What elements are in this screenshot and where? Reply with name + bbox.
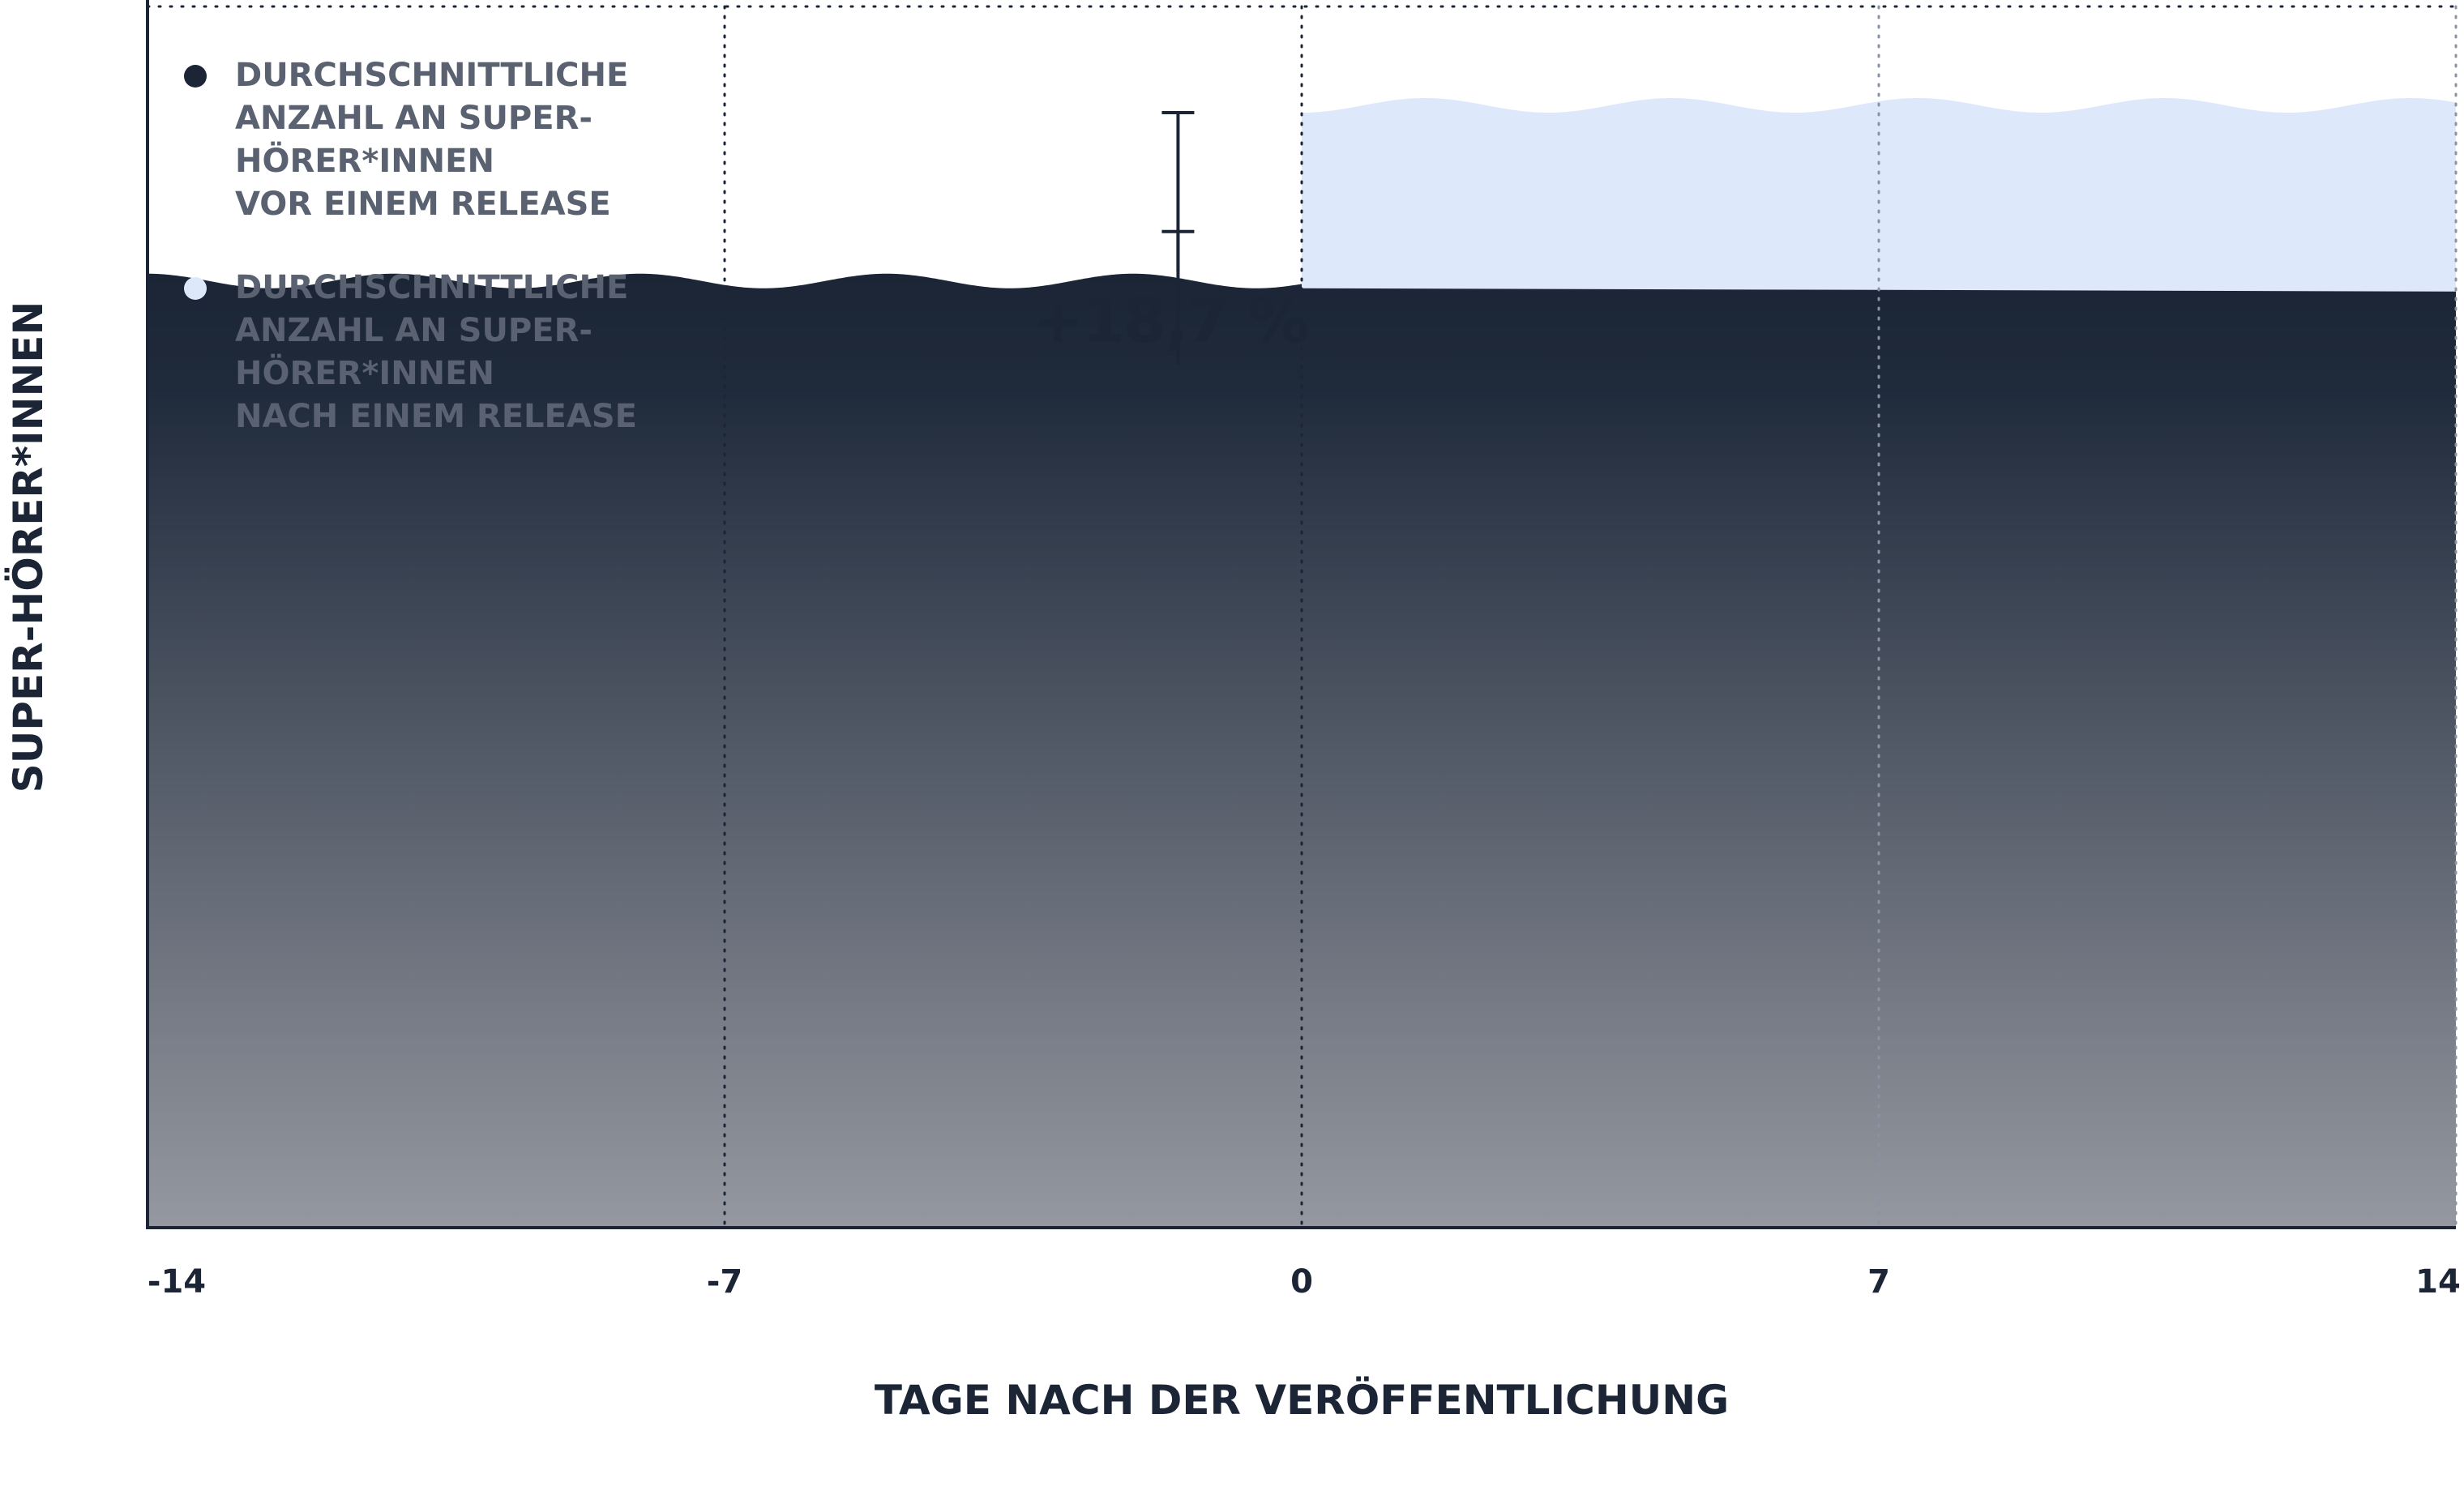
difference-annotation: +18,7 %: [1033, 110, 1309, 365]
x-tick-label: -14: [148, 1263, 206, 1301]
legend-label: DURCHSCHNITTLICHE: [235, 57, 628, 94]
legend-label: NACH EINEM RELEASE: [235, 398, 637, 435]
y-axis-title: SUPER-HÖRER*INNEN: [4, 301, 52, 793]
x-tick-labels: -14 -7 0 7 14: [148, 1263, 2461, 1301]
legend-marker: [184, 277, 207, 300]
legend-label: HÖRER*INNEN: [235, 141, 494, 180]
x-tick-label: 0: [1290, 1263, 1313, 1301]
legend-label: HÖRER*INNEN: [235, 353, 494, 392]
legend-marker: [184, 65, 207, 88]
legend-label: VOR EINEM RELEASE: [235, 186, 611, 223]
legend-label: ANZAHL AN SUPER-: [235, 100, 592, 137]
legend: DURCHSCHNITTLICHE ANZAHL AN SUPER- HÖRER*I…: [184, 57, 637, 435]
x-tick-label: -7: [707, 1263, 742, 1301]
annotation-label: +18,7 %: [1033, 284, 1308, 357]
after-release-area: [1302, 98, 2456, 292]
legend-label: DURCHSCHNITTLICHE: [235, 269, 628, 306]
x-tick-label: 14: [2415, 1263, 2461, 1301]
legend-label: ANZAHL AN SUPER-: [235, 312, 592, 349]
x-tick-label: 7: [1867, 1263, 1890, 1301]
x-axis-title: TAGE NACH DER VERÖFFENTLICHUNG: [875, 1376, 1729, 1424]
grid-lines: [723, 5, 2458, 1229]
